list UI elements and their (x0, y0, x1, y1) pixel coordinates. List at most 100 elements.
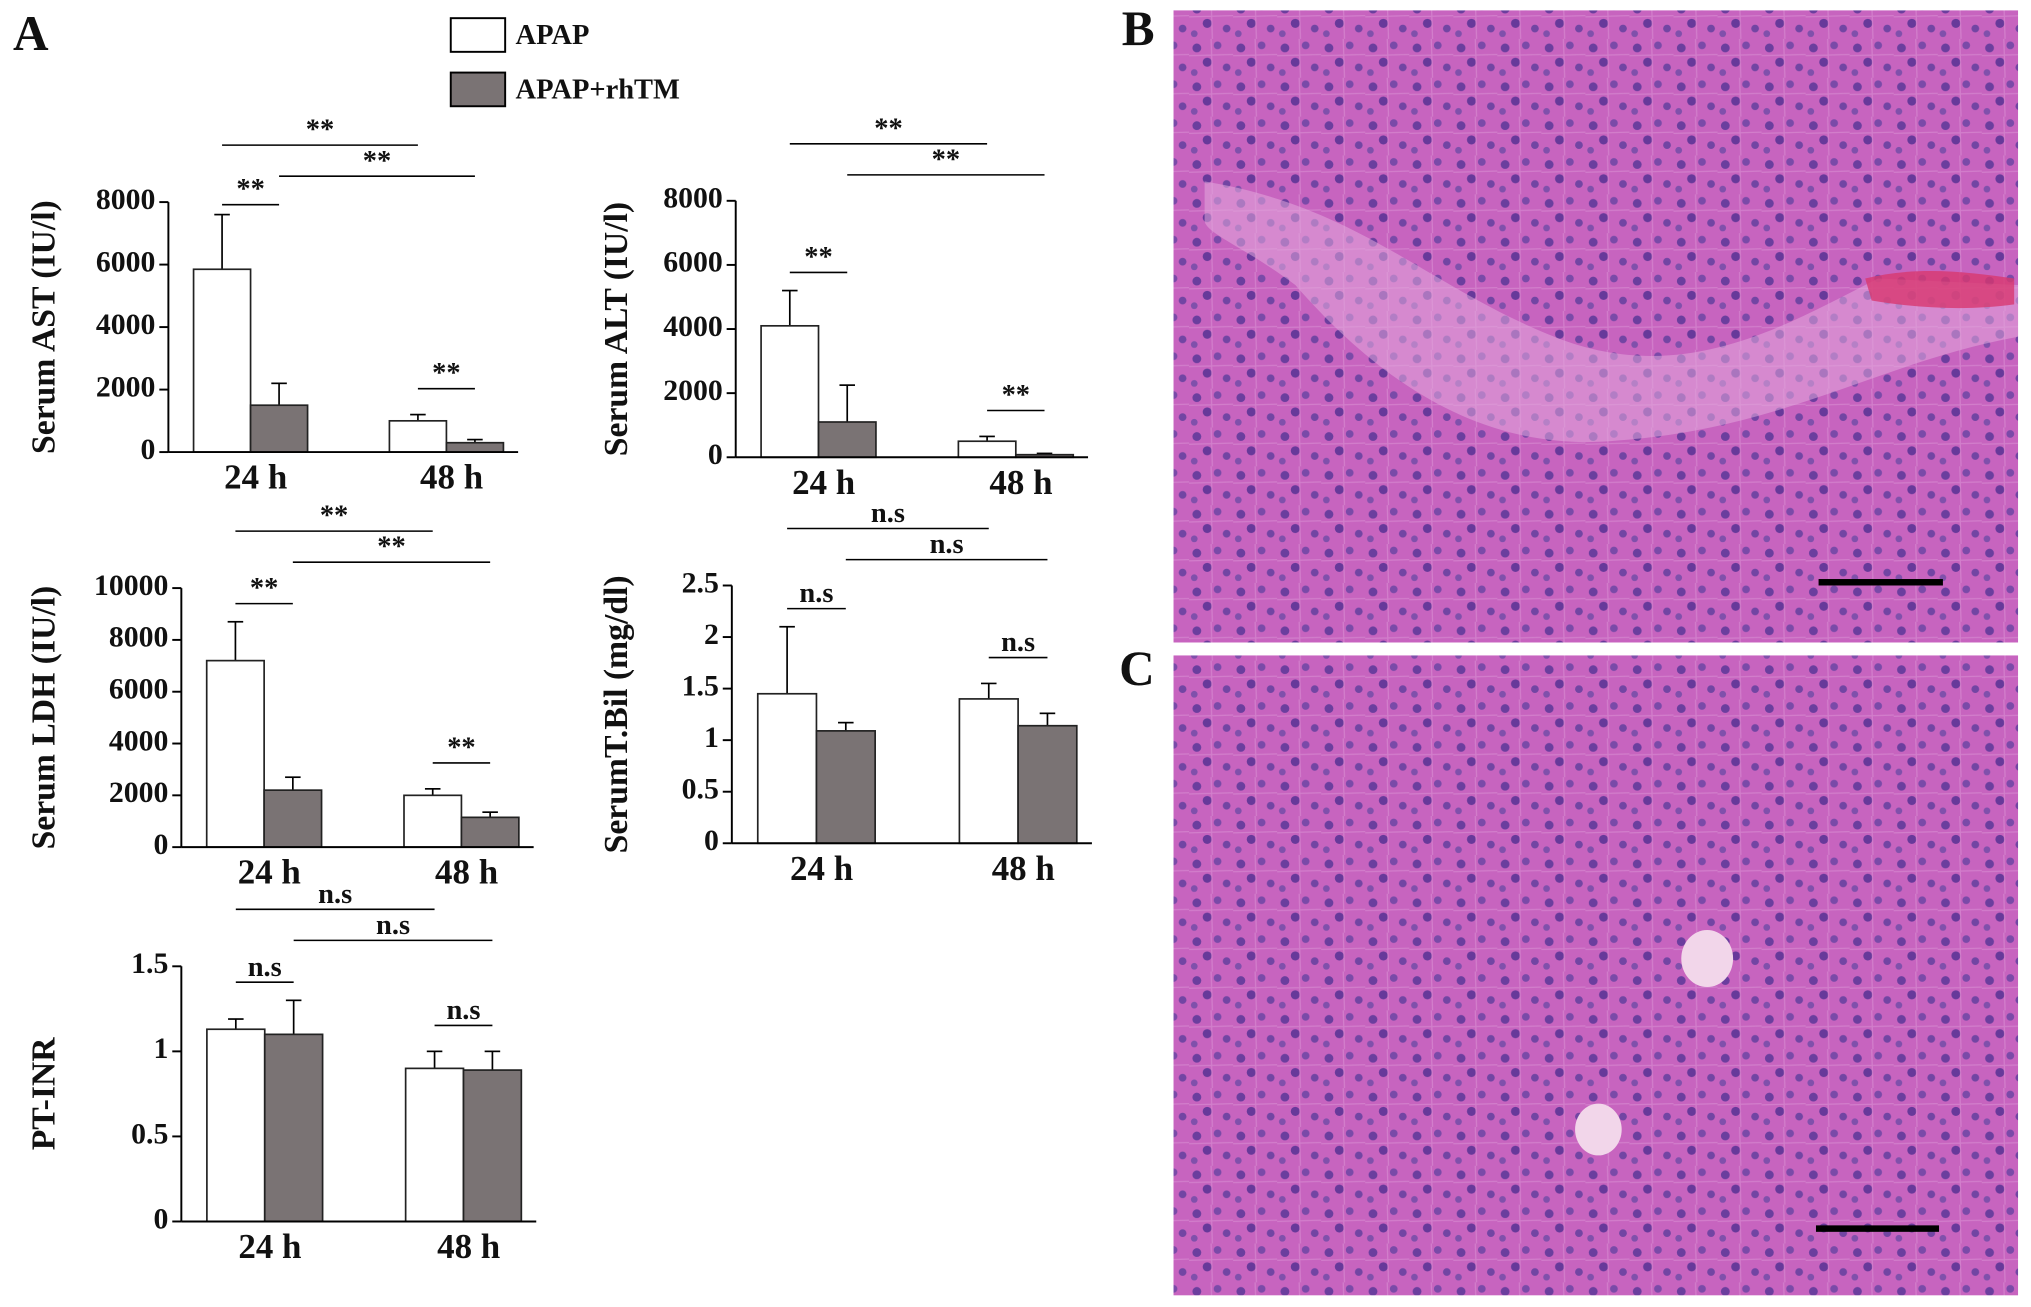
x-tick-label: 48 h (437, 1227, 500, 1266)
histology-c (1173, 655, 2019, 1296)
y-axis-label: SerumT.Bil (mg/dl) (598, 575, 635, 853)
y-tick-label: 0.5 (682, 773, 719, 806)
bar (206, 1028, 266, 1223)
bar (1017, 724, 1078, 845)
significance-label: ** (363, 146, 391, 177)
significance-label: ** (1002, 380, 1030, 411)
bar (760, 324, 820, 459)
y-tick-label: 2000 (663, 374, 723, 407)
panel-label: A (13, 6, 49, 61)
y-tick-label: 8000 (663, 182, 723, 215)
significance-label: ** (377, 532, 405, 563)
y-tick-label: 4000 (96, 308, 156, 341)
necrotic-zone (1204, 181, 2019, 443)
significance-label: ** (874, 113, 902, 144)
significance-label: ** (306, 115, 334, 146)
bar (815, 730, 876, 845)
significance-label: ** (447, 733, 475, 764)
significance-label: n.s (1001, 627, 1035, 658)
scale-bar (1815, 1225, 1940, 1232)
y-tick-label: 0 (141, 433, 156, 466)
y-tick-label: 6000 (96, 245, 156, 278)
bar (958, 698, 1019, 845)
y-tick-label: 0 (153, 828, 168, 861)
significance-label: n.s (799, 578, 833, 609)
bar (192, 268, 252, 453)
significance-label: ** (432, 358, 460, 389)
bar-chart: Serum AST (IU/l) 0 2000 4000 6000 8000 24 h 48 … (25, 115, 519, 497)
histology-b (1173, 10, 2019, 643)
legend-label: APAP+rhTM (516, 75, 681, 106)
panel-label: B (1122, 1, 1155, 56)
y-tick-label: 1.5 (131, 947, 168, 980)
bar-chart: Serum LDH (IU/l) 0 2000 4000 6000 8000 10000 24… (25, 501, 534, 892)
significance-label: n.s (376, 910, 410, 941)
y-axis-label: Serum ALT (IU/l) (598, 202, 635, 456)
significance-label: ** (932, 144, 960, 175)
bar-chart: SerumT.Bil (mg/dl) 0 0.5 1 1.5 2 2.5 24 h 48 h n.… (598, 498, 1092, 888)
y-tick-label: 4000 (109, 724, 169, 757)
y-tick-label: 6000 (663, 246, 723, 279)
bar (388, 419, 448, 453)
y-tick-label: 10000 (94, 569, 168, 602)
significance-label: ** (236, 174, 264, 205)
y-tick-label: 0 (708, 438, 723, 471)
bar (817, 421, 877, 459)
y-axis-label: Serum AST (IU/l) (25, 200, 62, 454)
legend-label: APAP (516, 20, 590, 51)
bar (263, 1033, 324, 1223)
significance-label: ** (804, 242, 832, 273)
significance-label: ** (320, 501, 348, 532)
significance-label: n.s (930, 529, 964, 560)
y-tick-label: 2000 (96, 370, 156, 403)
significance-label: n.s (871, 498, 905, 529)
significance-label: n.s (318, 879, 352, 910)
bar-chart: Serum ALT (IU/l) 0 2000 4000 6000 8000 24 h 48 … (598, 113, 1089, 502)
significance-label: n.s (446, 995, 480, 1026)
significance-label: ** (250, 573, 278, 604)
vessel (1681, 930, 1734, 988)
x-tick-label: 24 h (792, 463, 855, 502)
bar (403, 794, 463, 848)
y-tick-label: 0 (153, 1202, 168, 1235)
y-tick-label: 0 (704, 824, 719, 857)
y-tick-label: 1 (704, 721, 719, 754)
micrograph (1173, 655, 2019, 1296)
vessel (1575, 1103, 1622, 1156)
x-tick-label: 48 h (435, 853, 498, 892)
bar (249, 404, 309, 453)
x-tick-label: 24 h (224, 458, 287, 497)
y-tick-label: 2.5 (682, 566, 719, 599)
x-tick-label: 24 h (790, 849, 853, 888)
bar (957, 440, 1017, 459)
y-tick-label: 0.5 (131, 1117, 168, 1150)
bar (756, 692, 818, 845)
bar-chart: PT-INR 0 0.5 1 1.5 24 h 48 h n.s n.s n.s n.s (25, 879, 537, 1266)
x-tick-label: 24 h (238, 1227, 301, 1266)
bar (445, 441, 505, 453)
y-tick-label: 1 (153, 1032, 168, 1065)
bar (205, 659, 265, 848)
x-tick-label: 24 h (238, 853, 301, 892)
hemorrhage (1865, 271, 2015, 309)
y-tick-label: 8000 (109, 621, 169, 654)
y-tick-label: 4000 (663, 310, 723, 343)
significance-label: n.s (248, 952, 282, 983)
y-tick-label: 2 (704, 618, 719, 651)
y-tick-label: 6000 (109, 673, 169, 706)
x-tick-label: 48 h (420, 458, 483, 497)
y-tick-label: 8000 (96, 183, 156, 216)
legend-swatch (449, 71, 507, 108)
bar (263, 789, 323, 848)
scale-bar (1818, 579, 1943, 586)
legend-swatch (449, 17, 507, 53)
bar (404, 1067, 465, 1223)
y-tick-label: 2000 (109, 776, 169, 809)
bar (460, 816, 520, 848)
y-axis-label: Serum LDH (IU/l) (25, 586, 62, 850)
x-tick-label: 48 h (992, 849, 1055, 888)
x-tick-label: 48 h (989, 463, 1052, 502)
panel-label: C (1119, 641, 1155, 696)
